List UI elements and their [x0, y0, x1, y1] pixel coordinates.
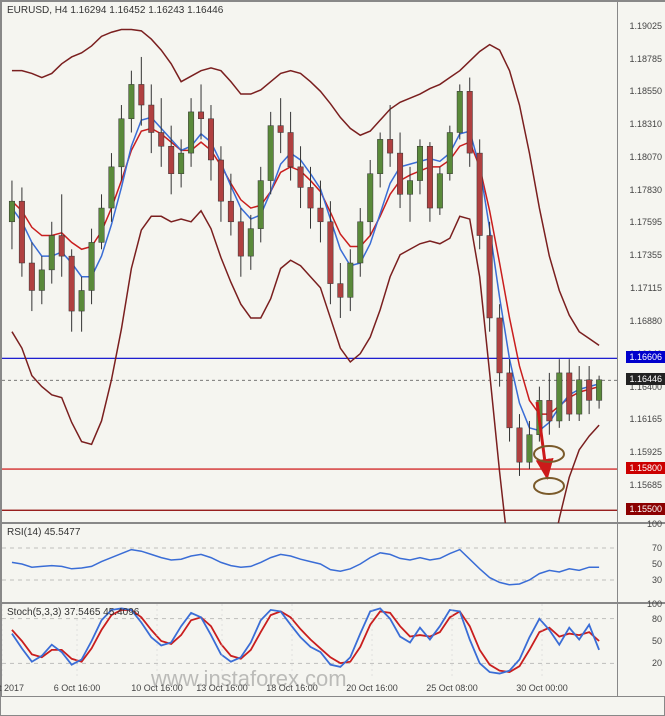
main-y-axis: 1.190251.187851.185501.183101.180701.178…	[617, 2, 665, 522]
rsi-plot-area[interactable]: RSI(14) 45.5477	[2, 524, 617, 602]
main-chart-svg	[2, 2, 619, 524]
stoch-header: Stoch(5,3,3) 37.5465 45.4096	[7, 607, 139, 618]
chart-root: EURUSD, H4 1.16294 1.16452 1.16243 1.164…	[0, 0, 665, 716]
main-header: EURUSD, H4 1.16294 1.16452 1.16243 1.164…	[7, 5, 223, 16]
rsi-header: RSI(14) 45.5477	[7, 527, 80, 538]
rsi-panel[interactable]: RSI(14) 45.5477 100705030	[1, 523, 665, 603]
stoch-y-axis: 100805020	[617, 604, 665, 696]
main-price-panel[interactable]: EURUSD, H4 1.16294 1.16452 1.16243 1.164…	[1, 1, 665, 523]
main-plot-area[interactable]: EURUSD, H4 1.16294 1.16452 1.16243 1.164…	[2, 2, 617, 522]
rsi-y-axis: 100705030	[617, 524, 665, 602]
stoch-panel[interactable]: Stoch(5,3,3) 37.5465 45.4096 100805020 3…	[1, 603, 665, 697]
rsi-svg	[2, 524, 619, 604]
x-axis: 3 Oct 20176 Oct 16:0010 Oct 16:0013 Oct …	[2, 676, 617, 696]
